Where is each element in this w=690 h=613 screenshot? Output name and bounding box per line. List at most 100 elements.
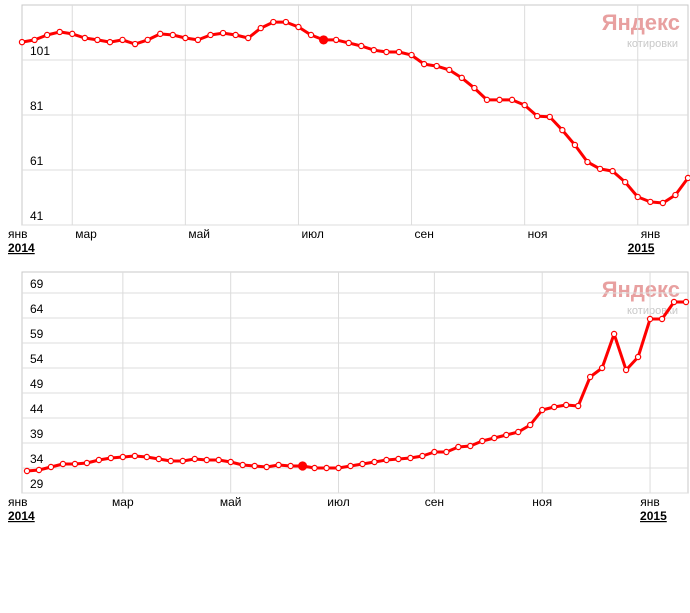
data-point xyxy=(59,460,67,468)
data-point xyxy=(647,198,654,206)
series-line xyxy=(21,20,690,205)
y-tick-label: 64 xyxy=(30,302,44,316)
data-point xyxy=(431,448,438,456)
data-point xyxy=(144,36,151,44)
data-point xyxy=(586,373,594,381)
x-tick-label: ноя xyxy=(528,227,548,241)
data-point xyxy=(684,174,690,182)
watermark-subtitle: котировки xyxy=(627,38,678,50)
data-point xyxy=(71,460,79,468)
data-point xyxy=(182,34,189,42)
data-point xyxy=(167,457,174,465)
watermark-title: Яндекс xyxy=(602,10,680,35)
data-point xyxy=(584,158,591,166)
data-point xyxy=(69,30,76,38)
data-point xyxy=(503,431,510,439)
data-point xyxy=(191,455,198,463)
data-point xyxy=(546,113,553,121)
x-tick-label: июл xyxy=(301,227,323,241)
data-point xyxy=(670,298,678,306)
data-point xyxy=(323,464,330,472)
data-point xyxy=(521,101,528,109)
data-point xyxy=(383,456,390,464)
data-point xyxy=(287,462,294,470)
data-point xyxy=(119,453,127,461)
data-point xyxy=(311,464,318,472)
data-point xyxy=(383,48,390,56)
data-point xyxy=(496,96,503,104)
data-point xyxy=(31,36,38,44)
data-point xyxy=(56,28,63,36)
data-point xyxy=(215,456,222,464)
data-point xyxy=(598,364,606,372)
data-point xyxy=(515,428,522,436)
y-tick-label: 81 xyxy=(30,99,44,113)
data-point xyxy=(143,453,151,461)
data-point xyxy=(358,42,365,50)
data-point xyxy=(227,458,234,466)
data-point xyxy=(539,406,546,414)
data-point xyxy=(371,458,378,466)
data-point xyxy=(407,454,414,462)
data-point xyxy=(672,191,679,199)
data-point xyxy=(446,66,453,74)
x-tick-label: сен xyxy=(415,227,434,241)
data-point xyxy=(307,31,315,39)
data-point xyxy=(23,467,31,475)
data-point xyxy=(179,457,186,465)
data-point xyxy=(433,62,440,70)
data-point xyxy=(157,30,164,38)
data-point xyxy=(622,366,630,374)
data-point xyxy=(395,48,403,56)
watermark-title: Яндекс xyxy=(602,277,680,302)
data-point xyxy=(359,460,366,468)
data-point xyxy=(596,165,604,173)
data-point xyxy=(467,442,474,450)
data-point xyxy=(94,36,101,44)
data-point xyxy=(194,36,202,44)
data-point xyxy=(107,454,115,462)
data-point xyxy=(203,456,210,464)
x-year-label: 2014 xyxy=(8,509,35,523)
data-point xyxy=(559,126,566,134)
data-point xyxy=(634,193,641,201)
data-point xyxy=(257,24,264,32)
data-point xyxy=(347,462,354,470)
data-point xyxy=(508,96,516,104)
x-year-label: 2015 xyxy=(628,241,655,255)
data-point xyxy=(419,452,426,460)
y-tick-label: 44 xyxy=(30,402,44,416)
x-tick-label: янв xyxy=(641,227,661,241)
data-point xyxy=(458,74,466,82)
y-tick-label: 69 xyxy=(30,277,44,291)
y-tick-label: 39 xyxy=(30,427,44,441)
data-point xyxy=(562,401,570,409)
data-point xyxy=(443,448,450,456)
y-tick-label: 54 xyxy=(30,352,44,366)
x-year-label: 2015 xyxy=(640,509,667,523)
x-tick-label: янв xyxy=(8,495,28,509)
data-point xyxy=(395,455,402,463)
data-point xyxy=(297,461,308,471)
data-point xyxy=(332,36,340,44)
x-tick-label: ноя xyxy=(532,495,552,509)
y-tick-label: 61 xyxy=(30,154,44,168)
x-tick-label: мар xyxy=(112,495,134,509)
x-year-label: 2014 xyxy=(8,241,35,255)
x-tick-label: май xyxy=(220,495,242,509)
data-point xyxy=(455,443,462,451)
y-tick-label: 101 xyxy=(30,44,50,58)
y-tick-label: 29 xyxy=(30,477,44,491)
data-point xyxy=(83,459,91,467)
x-tick-label: янв xyxy=(8,227,28,241)
y-tick-label: 49 xyxy=(30,377,44,391)
data-point xyxy=(571,141,579,149)
data-point xyxy=(621,178,629,186)
x-tick-label: мар xyxy=(75,227,97,241)
data-point xyxy=(471,84,478,92)
data-point xyxy=(483,96,491,104)
data-point xyxy=(491,434,498,442)
data-point xyxy=(335,464,342,472)
x-tick-label: май xyxy=(188,227,210,241)
